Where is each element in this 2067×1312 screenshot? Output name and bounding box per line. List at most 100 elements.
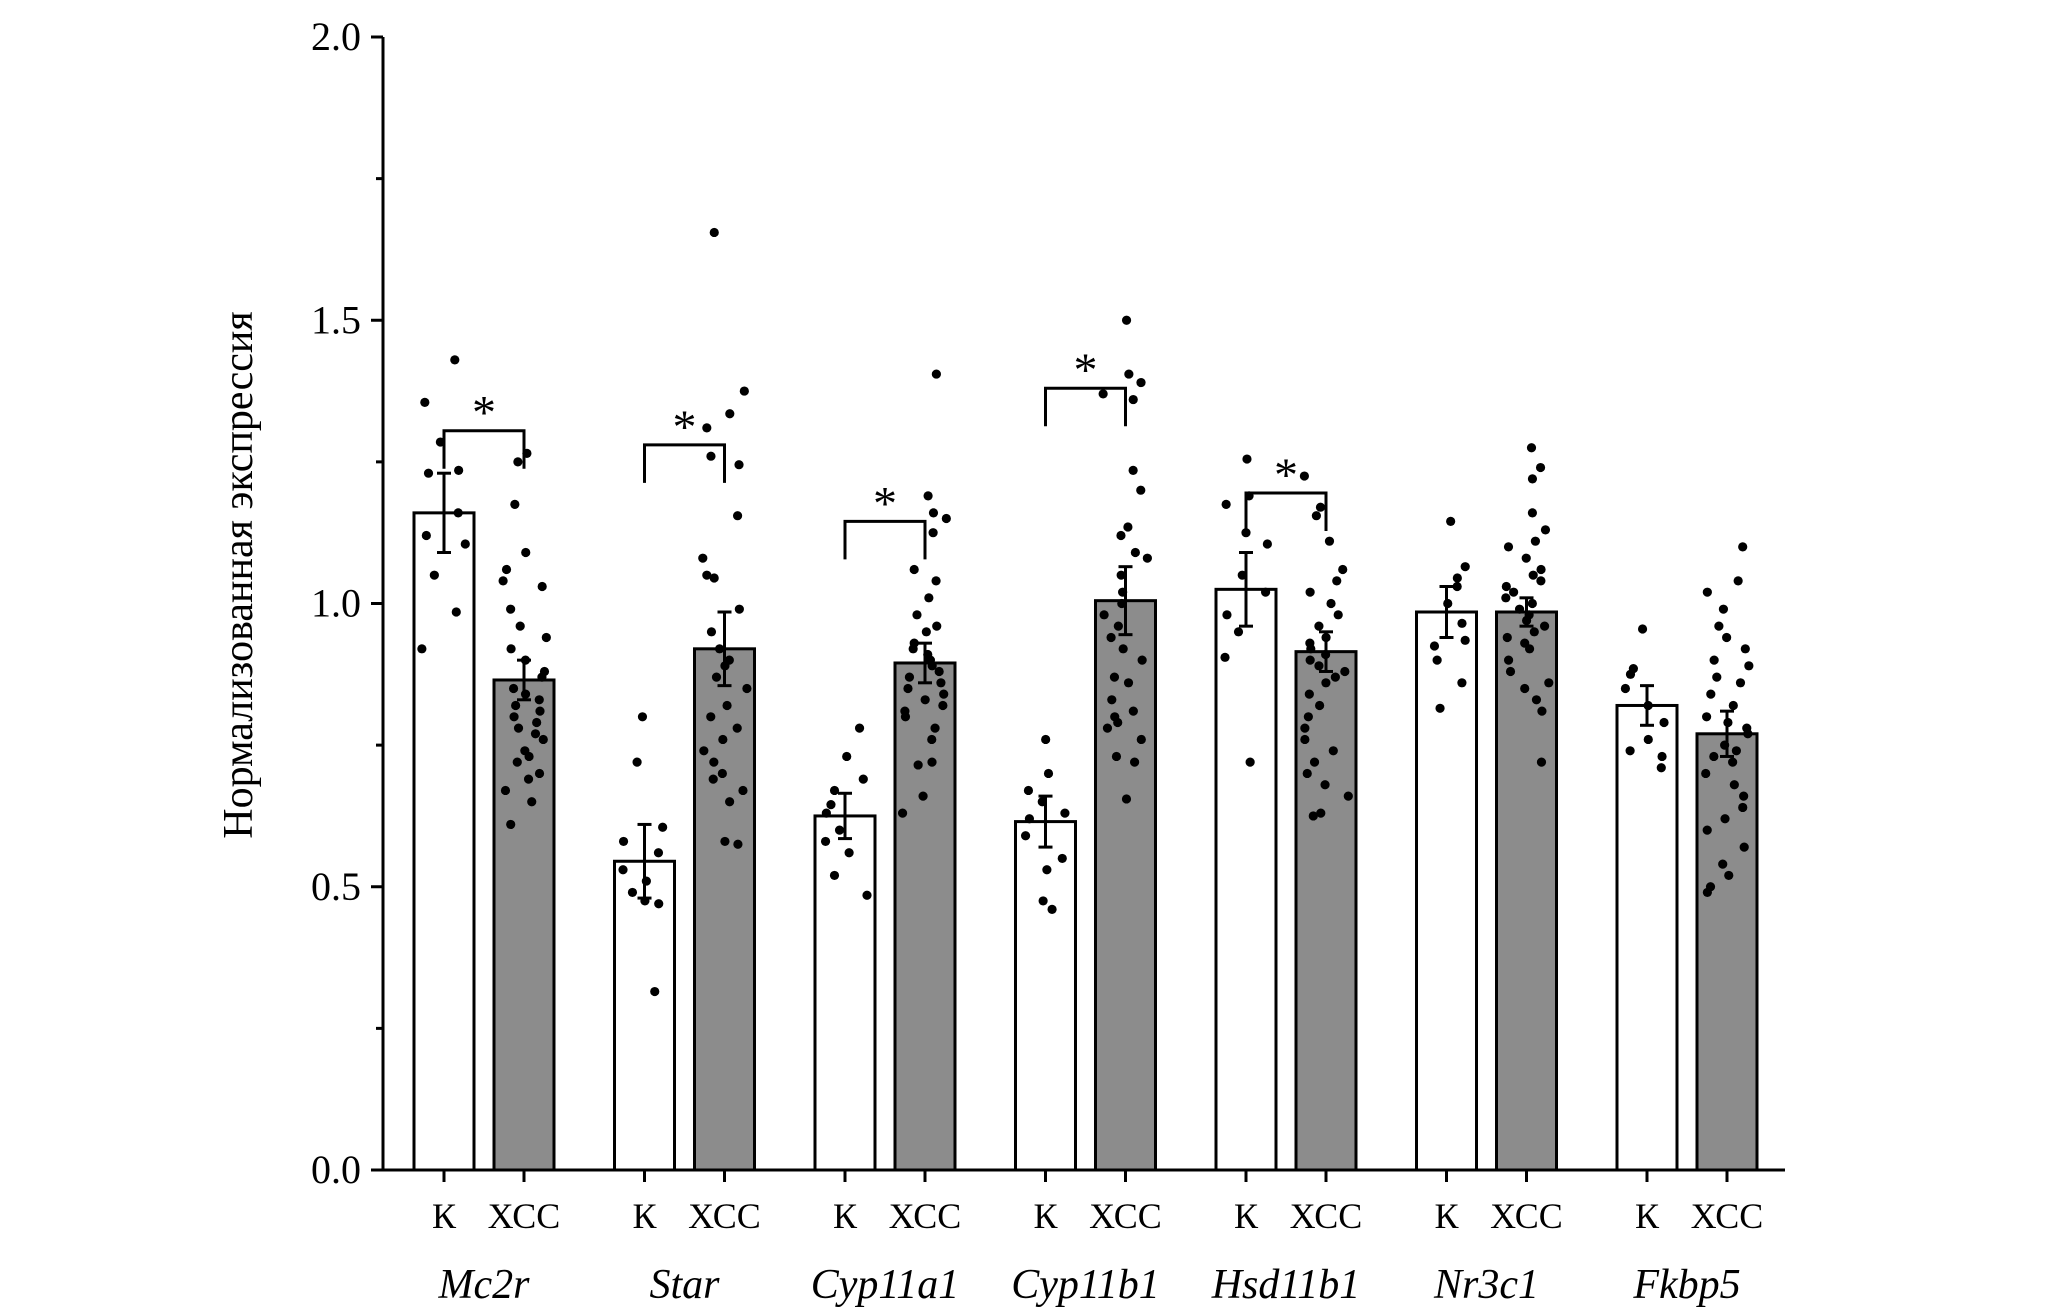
gene-label-nr3c1: Nr3c1 bbox=[1433, 1262, 1539, 1307]
significance-star-cyp11a1: * bbox=[873, 477, 897, 530]
bar-cyp11a1-stress bbox=[893, 661, 957, 1172]
data-point-hsd11b1-stress bbox=[1314, 621, 1324, 631]
data-point-mc2r-stress bbox=[521, 547, 531, 558]
data-point-nr3c1-stress bbox=[1536, 564, 1546, 575]
data-point-nr3c1-stress bbox=[1503, 542, 1514, 552]
bar-mc2r-control bbox=[412, 511, 476, 1172]
data-point-hsd11b1-stress bbox=[1315, 700, 1325, 711]
data-point-nr3c1-stress bbox=[1527, 474, 1538, 484]
data-point-nr3c1-stress bbox=[1501, 581, 1511, 592]
data-point-cyp11a1-stress bbox=[931, 576, 941, 586]
significance-bracket-cyp11b1 bbox=[1044, 386, 1127, 427]
data-point-star-stress bbox=[725, 409, 735, 419]
data-point-mc2r-control bbox=[454, 465, 464, 475]
data-point-star-stress bbox=[742, 683, 752, 694]
data-point-star-stress bbox=[734, 604, 744, 614]
significance-star-cyp11b1: * bbox=[1074, 344, 1098, 397]
group-label-control: К bbox=[432, 1196, 457, 1236]
data-point-hsd11b1-stress bbox=[1308, 811, 1318, 821]
error-bars-layer bbox=[437, 471, 1734, 900]
data-point-mc2r-control bbox=[421, 530, 431, 541]
y-tick-label: 0.0 bbox=[311, 1147, 361, 1192]
significance-bracket-star bbox=[643, 443, 726, 483]
data-point-hsd11b1-control bbox=[1241, 528, 1251, 538]
data-point-cyp11a1-stress bbox=[912, 610, 922, 620]
data-point-cyp11b1-stress bbox=[1118, 644, 1128, 654]
data-point-cyp11b1-control bbox=[1041, 734, 1051, 745]
data-point-fkbp5-stress bbox=[1702, 887, 1712, 898]
data-point-fkbp5-stress bbox=[1702, 825, 1712, 835]
data-point-fkbp5-stress bbox=[1733, 576, 1743, 586]
data-point-hsd11b1-stress bbox=[1328, 746, 1338, 756]
data-point-nr3c1-control bbox=[1432, 655, 1442, 665]
data-point-hsd11b1-stress bbox=[1306, 644, 1316, 654]
data-point-hsd11b1-control bbox=[1242, 454, 1252, 464]
data-point-star-stress bbox=[725, 797, 735, 807]
data-point-star-control bbox=[650, 986, 660, 997]
data-point-hsd11b1-control bbox=[1221, 499, 1231, 509]
data-point-fkbp5-stress bbox=[1706, 689, 1716, 699]
data-point-cyp11b1-stress bbox=[1109, 672, 1120, 682]
data-point-nr3c1-control bbox=[1457, 618, 1467, 628]
significance-bracket-cyp11a1 bbox=[843, 519, 927, 560]
data-point-cyp11b1-control bbox=[1057, 853, 1067, 864]
data-point-fkbp5-stress bbox=[1738, 542, 1748, 552]
data-point-nr3c1-control bbox=[1452, 581, 1462, 592]
data-point-mc2r-stress bbox=[523, 774, 534, 784]
significance-star-star: * bbox=[673, 401, 697, 454]
data-point-nr3c1-stress bbox=[1527, 598, 1537, 609]
data-point-cyp11a1-control bbox=[842, 751, 852, 762]
data-point-nr3c1-control bbox=[1446, 516, 1456, 526]
data-point-fkbp5-control bbox=[1656, 763, 1666, 773]
data-point-cyp11b1-stress bbox=[1123, 678, 1134, 688]
data-point-fkbp5-stress bbox=[1718, 859, 1728, 869]
data-point-star-control bbox=[618, 865, 628, 875]
data-point-cyp11b1-stress bbox=[1102, 723, 1113, 733]
data-point-cyp11a1-control bbox=[821, 808, 831, 818]
data-point-fkbp5-stress bbox=[1712, 672, 1722, 682]
data-point-star-stress bbox=[706, 712, 716, 722]
data-point-cyp11a1-stress bbox=[908, 644, 918, 654]
data-point-hsd11b1-stress bbox=[1305, 655, 1315, 665]
data-point-star-stress bbox=[720, 836, 730, 847]
data-point-cyp11a1-stress bbox=[938, 700, 948, 711]
data-point-cyp11a1-stress bbox=[923, 491, 933, 501]
significance-bracket-mc2r bbox=[442, 429, 526, 469]
data-point-cyp11a1-control bbox=[834, 825, 845, 835]
data-point-star-stress bbox=[698, 553, 708, 563]
data-point-nr3c1-control bbox=[1460, 562, 1470, 572]
data-point-mc2r-control bbox=[429, 570, 439, 580]
data-point-star-control bbox=[653, 848, 664, 858]
data-point-cyp11a1-control bbox=[826, 800, 836, 810]
data-point-cyp11b1-stress bbox=[1113, 621, 1123, 631]
data-point-hsd11b1-control bbox=[1222, 610, 1232, 620]
bar-star-control bbox=[613, 859, 676, 1172]
data-point-star-stress bbox=[699, 746, 709, 756]
data-point-mc2r-stress bbox=[527, 797, 537, 807]
data-point-nr3c1-stress bbox=[1501, 593, 1511, 603]
data-point-cyp11a1-stress bbox=[920, 695, 930, 705]
data-point-fkbp5-control bbox=[1643, 734, 1653, 745]
data-point-mc2r-stress bbox=[534, 695, 544, 705]
data-point-nr3c1-stress bbox=[1536, 757, 1547, 767]
data-point-hsd11b1-stress bbox=[1332, 576, 1342, 586]
y-axis-title: Нормализованная экспрессия bbox=[216, 311, 262, 838]
data-point-fkbp5-stress bbox=[1738, 802, 1748, 813]
data-point-nr3c1-stress bbox=[1514, 604, 1525, 614]
data-point-star-stress bbox=[709, 573, 719, 583]
data-point-mc2r-stress bbox=[537, 581, 547, 592]
bar-fkbp5-control bbox=[1615, 703, 1679, 1172]
data-point-nr3c1-stress bbox=[1503, 655, 1514, 665]
data-point-cyp11a1-control bbox=[854, 723, 865, 733]
data-point-cyp11a1-stress bbox=[900, 712, 911, 722]
data-point-star-stress bbox=[732, 723, 742, 733]
data-point-cyp11b1-control bbox=[1047, 904, 1057, 915]
data-point-cyp11b1-stress bbox=[1113, 717, 1123, 728]
bar-cyp11b1-control bbox=[1014, 820, 1077, 1172]
data-point-star-stress bbox=[702, 570, 712, 580]
y-tick-label: 1.5 bbox=[311, 297, 361, 342]
group-label-stress: ХСС bbox=[1290, 1196, 1363, 1236]
data-point-hsd11b1-control bbox=[1233, 627, 1244, 637]
data-point-fkbp5-control bbox=[1625, 746, 1635, 756]
data-point-cyp11b1-control bbox=[1038, 896, 1048, 906]
